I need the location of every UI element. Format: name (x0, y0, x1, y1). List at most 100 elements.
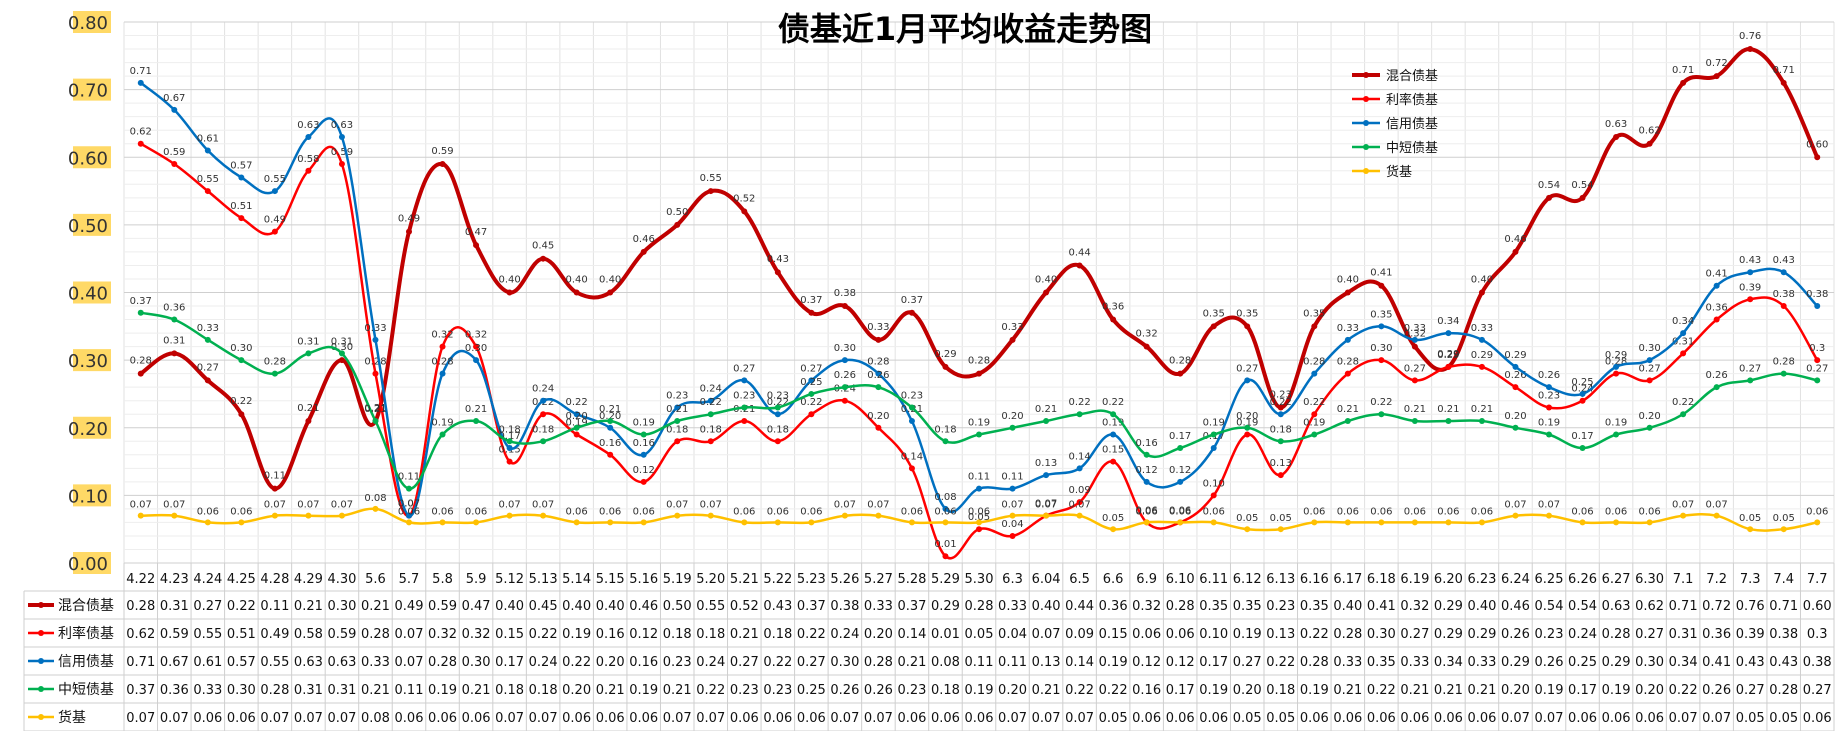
table-cell: 0.35 (1199, 599, 1228, 614)
table-cell: 0.40 (1467, 599, 1496, 614)
data-point (976, 431, 982, 438)
x-tick-label: 7.1 (1673, 572, 1694, 587)
data-point (774, 438, 781, 445)
data-label: 0.11 (968, 472, 990, 483)
data-label: 0.35 (1203, 308, 1225, 319)
table-cell: 0.36 (160, 683, 189, 698)
data-point (942, 438, 949, 445)
table-row: 信用债基 0.71 0.67 0.61 0.57 0.55 0.63 0.63 0.33 0.07… (28, 653, 1832, 670)
table-cell: 0.22 (696, 683, 725, 698)
table-cell: 0.36 (1702, 627, 1731, 642)
data-point (573, 431, 580, 438)
data-point (305, 167, 312, 174)
table-cell: 0.07 (529, 711, 558, 726)
x-tick-label: 5.22 (763, 572, 792, 587)
data-label: 0.08 (934, 492, 956, 503)
x-tick-label: 5.19 (663, 572, 692, 587)
data-point (1244, 431, 1251, 438)
data-point (1244, 377, 1251, 384)
data-label: 0.34 (1437, 316, 1459, 327)
data-label: 0.25 (1571, 377, 1593, 388)
data-point (573, 289, 580, 296)
data-point (942, 519, 949, 526)
data-label: 0.28 (431, 357, 453, 368)
data-label: 0.06 (1571, 506, 1593, 517)
data-label: 0.41 (1706, 269, 1728, 280)
data-label: 0.33 (1001, 322, 1023, 333)
table-cell: 0.06 (596, 711, 625, 726)
table-row-marker (38, 686, 44, 692)
data-point (875, 336, 882, 343)
data-label: 0.11 (264, 471, 286, 482)
data-label: 0.07 (264, 500, 286, 511)
table-cell: 0.28 (260, 683, 289, 698)
data-point (171, 161, 178, 168)
x-tick-label: 6.30 (1635, 572, 1664, 587)
data-label: 0.06 (1337, 506, 1359, 517)
data-label: 0.60 (1806, 139, 1828, 150)
data-point (1613, 133, 1620, 140)
table-cell: 0.28 (1602, 627, 1631, 642)
data-point (1277, 472, 1284, 479)
table-cell: 0.24 (696, 655, 725, 670)
legend-item[interactable]: 货基 (1352, 164, 1412, 180)
table-cell: 0.28 (1333, 627, 1362, 642)
table-cell: 0.18 (696, 627, 725, 642)
data-label: 0.57 (230, 161, 252, 172)
x-tick-label: 5.14 (562, 572, 591, 587)
legend-item[interactable]: 利率债基 (1352, 92, 1438, 108)
table-cell: 0.14 (897, 627, 926, 642)
x-tick-label: 4.29 (294, 572, 323, 587)
data-point (1478, 519, 1485, 526)
table-cell: 0.22 (1065, 683, 1094, 698)
data-point (1478, 336, 1485, 343)
legend-item[interactable]: 信用债基 (1352, 117, 1438, 132)
table-cell: 0.20 (1233, 683, 1262, 698)
table-cell: 0.28 (864, 655, 893, 670)
data-label: 0.05 (1236, 513, 1258, 524)
data-label: 0.27 (800, 363, 822, 374)
data-point (238, 215, 245, 222)
data-point (338, 357, 345, 364)
table-cell: 0.54 (1568, 599, 1597, 614)
data-point (137, 140, 144, 147)
data-point (1546, 194, 1552, 201)
y-tick-bg (73, 416, 111, 439)
data-label: 0.62 (1638, 126, 1660, 137)
data-point (1110, 431, 1117, 438)
data-point (1043, 512, 1050, 519)
table-cell: 0.11 (998, 655, 1027, 670)
data-point (741, 208, 748, 215)
data-point (1411, 377, 1418, 384)
data-point (841, 512, 848, 519)
data-label: 0.24 (1571, 384, 1593, 395)
data-point (976, 519, 982, 526)
data-point (841, 303, 848, 310)
table-cell: 0.06 (1132, 627, 1161, 642)
table-cell: 0.19 (1535, 683, 1564, 698)
table-cell: 0.07 (1032, 627, 1061, 642)
data-label: 0.44 (1068, 247, 1090, 258)
data-point (1177, 370, 1184, 377)
table-cell: 0.67 (160, 655, 189, 670)
data-label: 0.38 (834, 288, 856, 299)
x-tick-label: 5.23 (797, 572, 826, 587)
data-label: 0.20 (599, 411, 621, 422)
data-point (1546, 431, 1552, 438)
legend-marker (1363, 120, 1369, 126)
table-cell: 0.20 (1635, 683, 1664, 698)
table-cell: 0.44 (1065, 599, 1094, 614)
legend-item[interactable]: 混合债基 (1352, 69, 1438, 84)
data-label: 0.23 (1270, 389, 1292, 400)
table-cell: 0.27 (1233, 655, 1262, 670)
table-cell: 0.27 (1736, 683, 1765, 698)
table-cell: 0.18 (495, 683, 524, 698)
data-point (707, 188, 714, 195)
data-label: 0.06 (1169, 506, 1191, 517)
chart-title: 债基近1月平均收益走势图 (778, 10, 1152, 48)
data-point (640, 451, 647, 458)
table-cell: 0.18 (529, 683, 558, 698)
data-label: 0.06 (1136, 505, 1158, 516)
legend-item[interactable]: 中短债基 (1352, 141, 1438, 156)
